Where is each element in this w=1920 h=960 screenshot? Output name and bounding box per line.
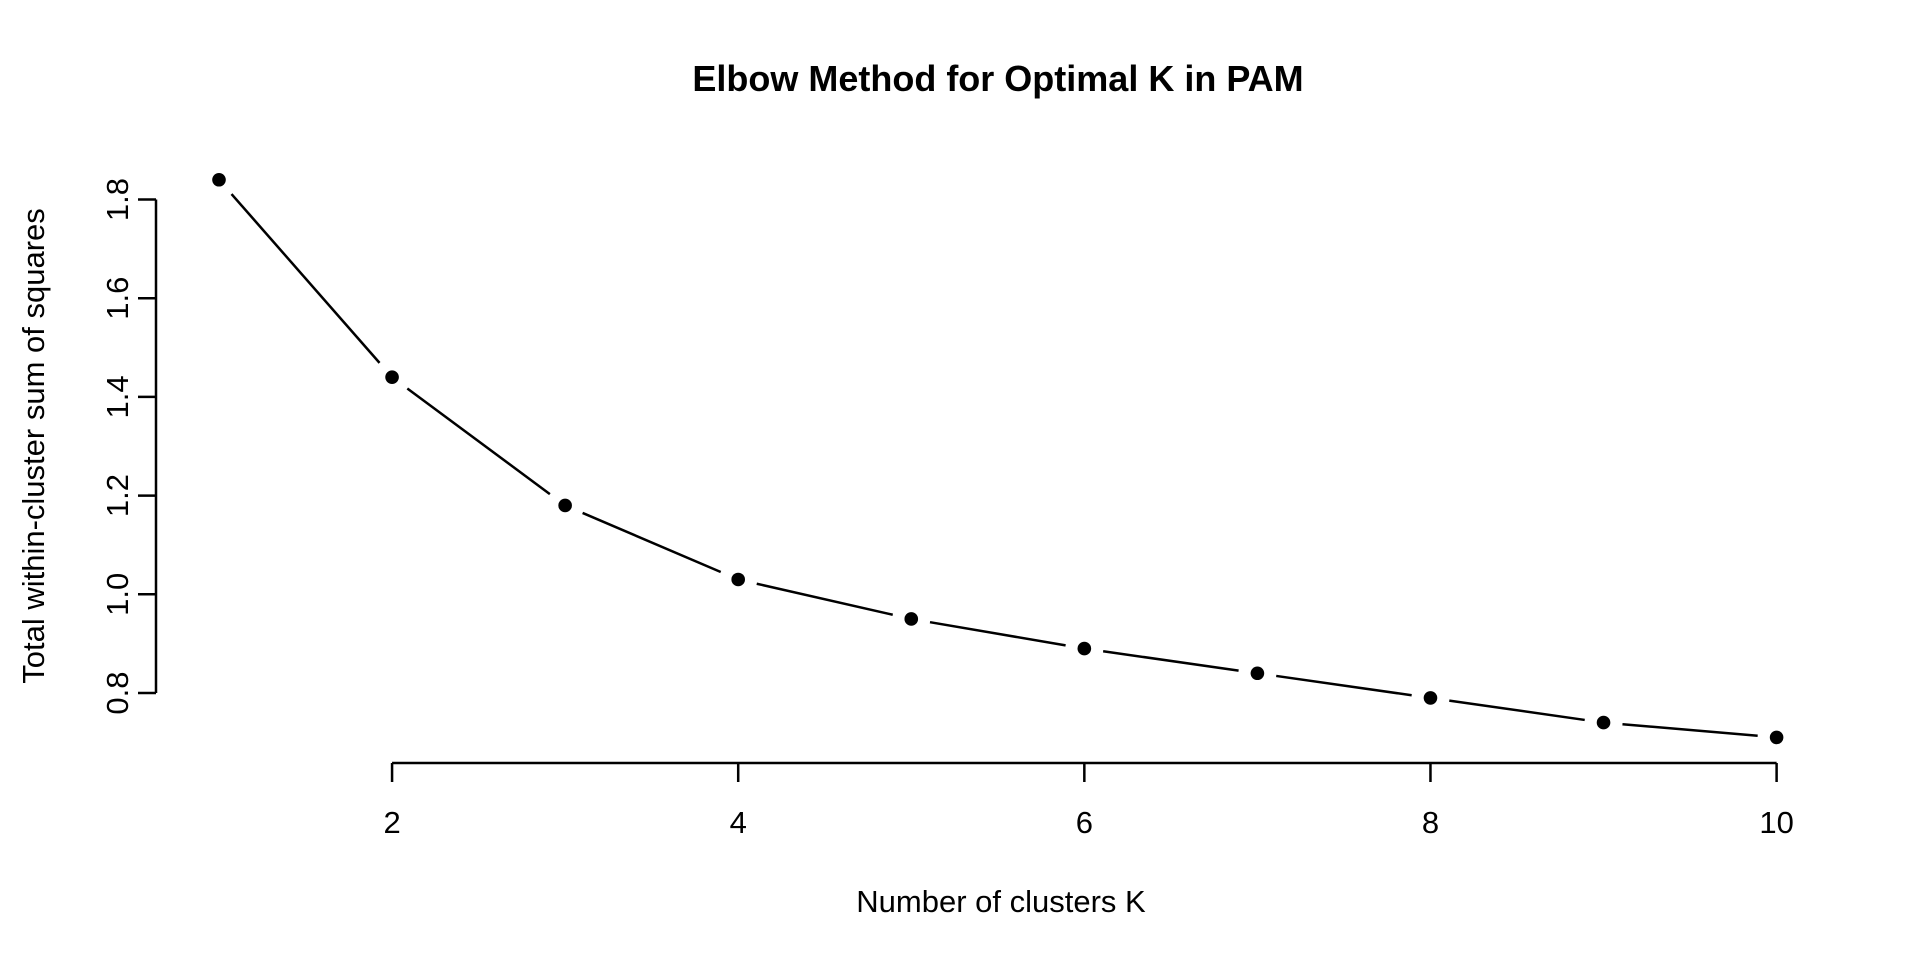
data-point [1077,641,1092,656]
y-tick-label: 1.4 [100,375,135,418]
data-point [212,172,226,187]
data-point [904,612,919,626]
x-tick-label: 8 [1422,805,1439,840]
series-line-segment [1449,699,1585,722]
series-line-segment [1622,722,1758,738]
y-tick-label: 0.8 [100,671,135,714]
data-point [1423,691,1438,705]
data-point [1769,730,1784,745]
x-axis: 2 4 6 8 10 [383,761,1794,840]
x-tick-label: 2 [383,805,400,840]
data-point [558,498,572,513]
data-point [731,572,745,587]
series-line-segment [230,193,381,364]
x-tick-label: 10 [1759,805,1793,840]
series-line-segment [929,620,1066,647]
x-tick-label: 6 [1076,805,1093,840]
chart-title: Elbow Method for Optimal K in PAM [692,58,1303,99]
y-tick-label: 1.6 [100,277,135,320]
data-point [1596,715,1611,730]
series-line-segment [406,387,551,496]
series-line-segment [1102,650,1239,672]
data-point [1250,666,1265,681]
data-point [385,370,399,384]
x-axis-title: Number of clusters K [856,884,1146,919]
x-tick-label: 4 [730,805,747,840]
y-tick-label: 1.8 [100,178,135,221]
y-axis-title: Total within-cluster sum of squares [16,208,51,684]
y-axis: 0.8 1.0 1.2 1.4 1.6 1.8 [100,178,158,715]
series-line-segment [756,582,894,616]
y-tick-label: 1.2 [100,474,135,517]
series-line-segment [1276,674,1412,697]
y-tick-label: 1.0 [100,573,135,616]
series-line-segment [582,511,722,574]
data-series [212,172,1784,745]
